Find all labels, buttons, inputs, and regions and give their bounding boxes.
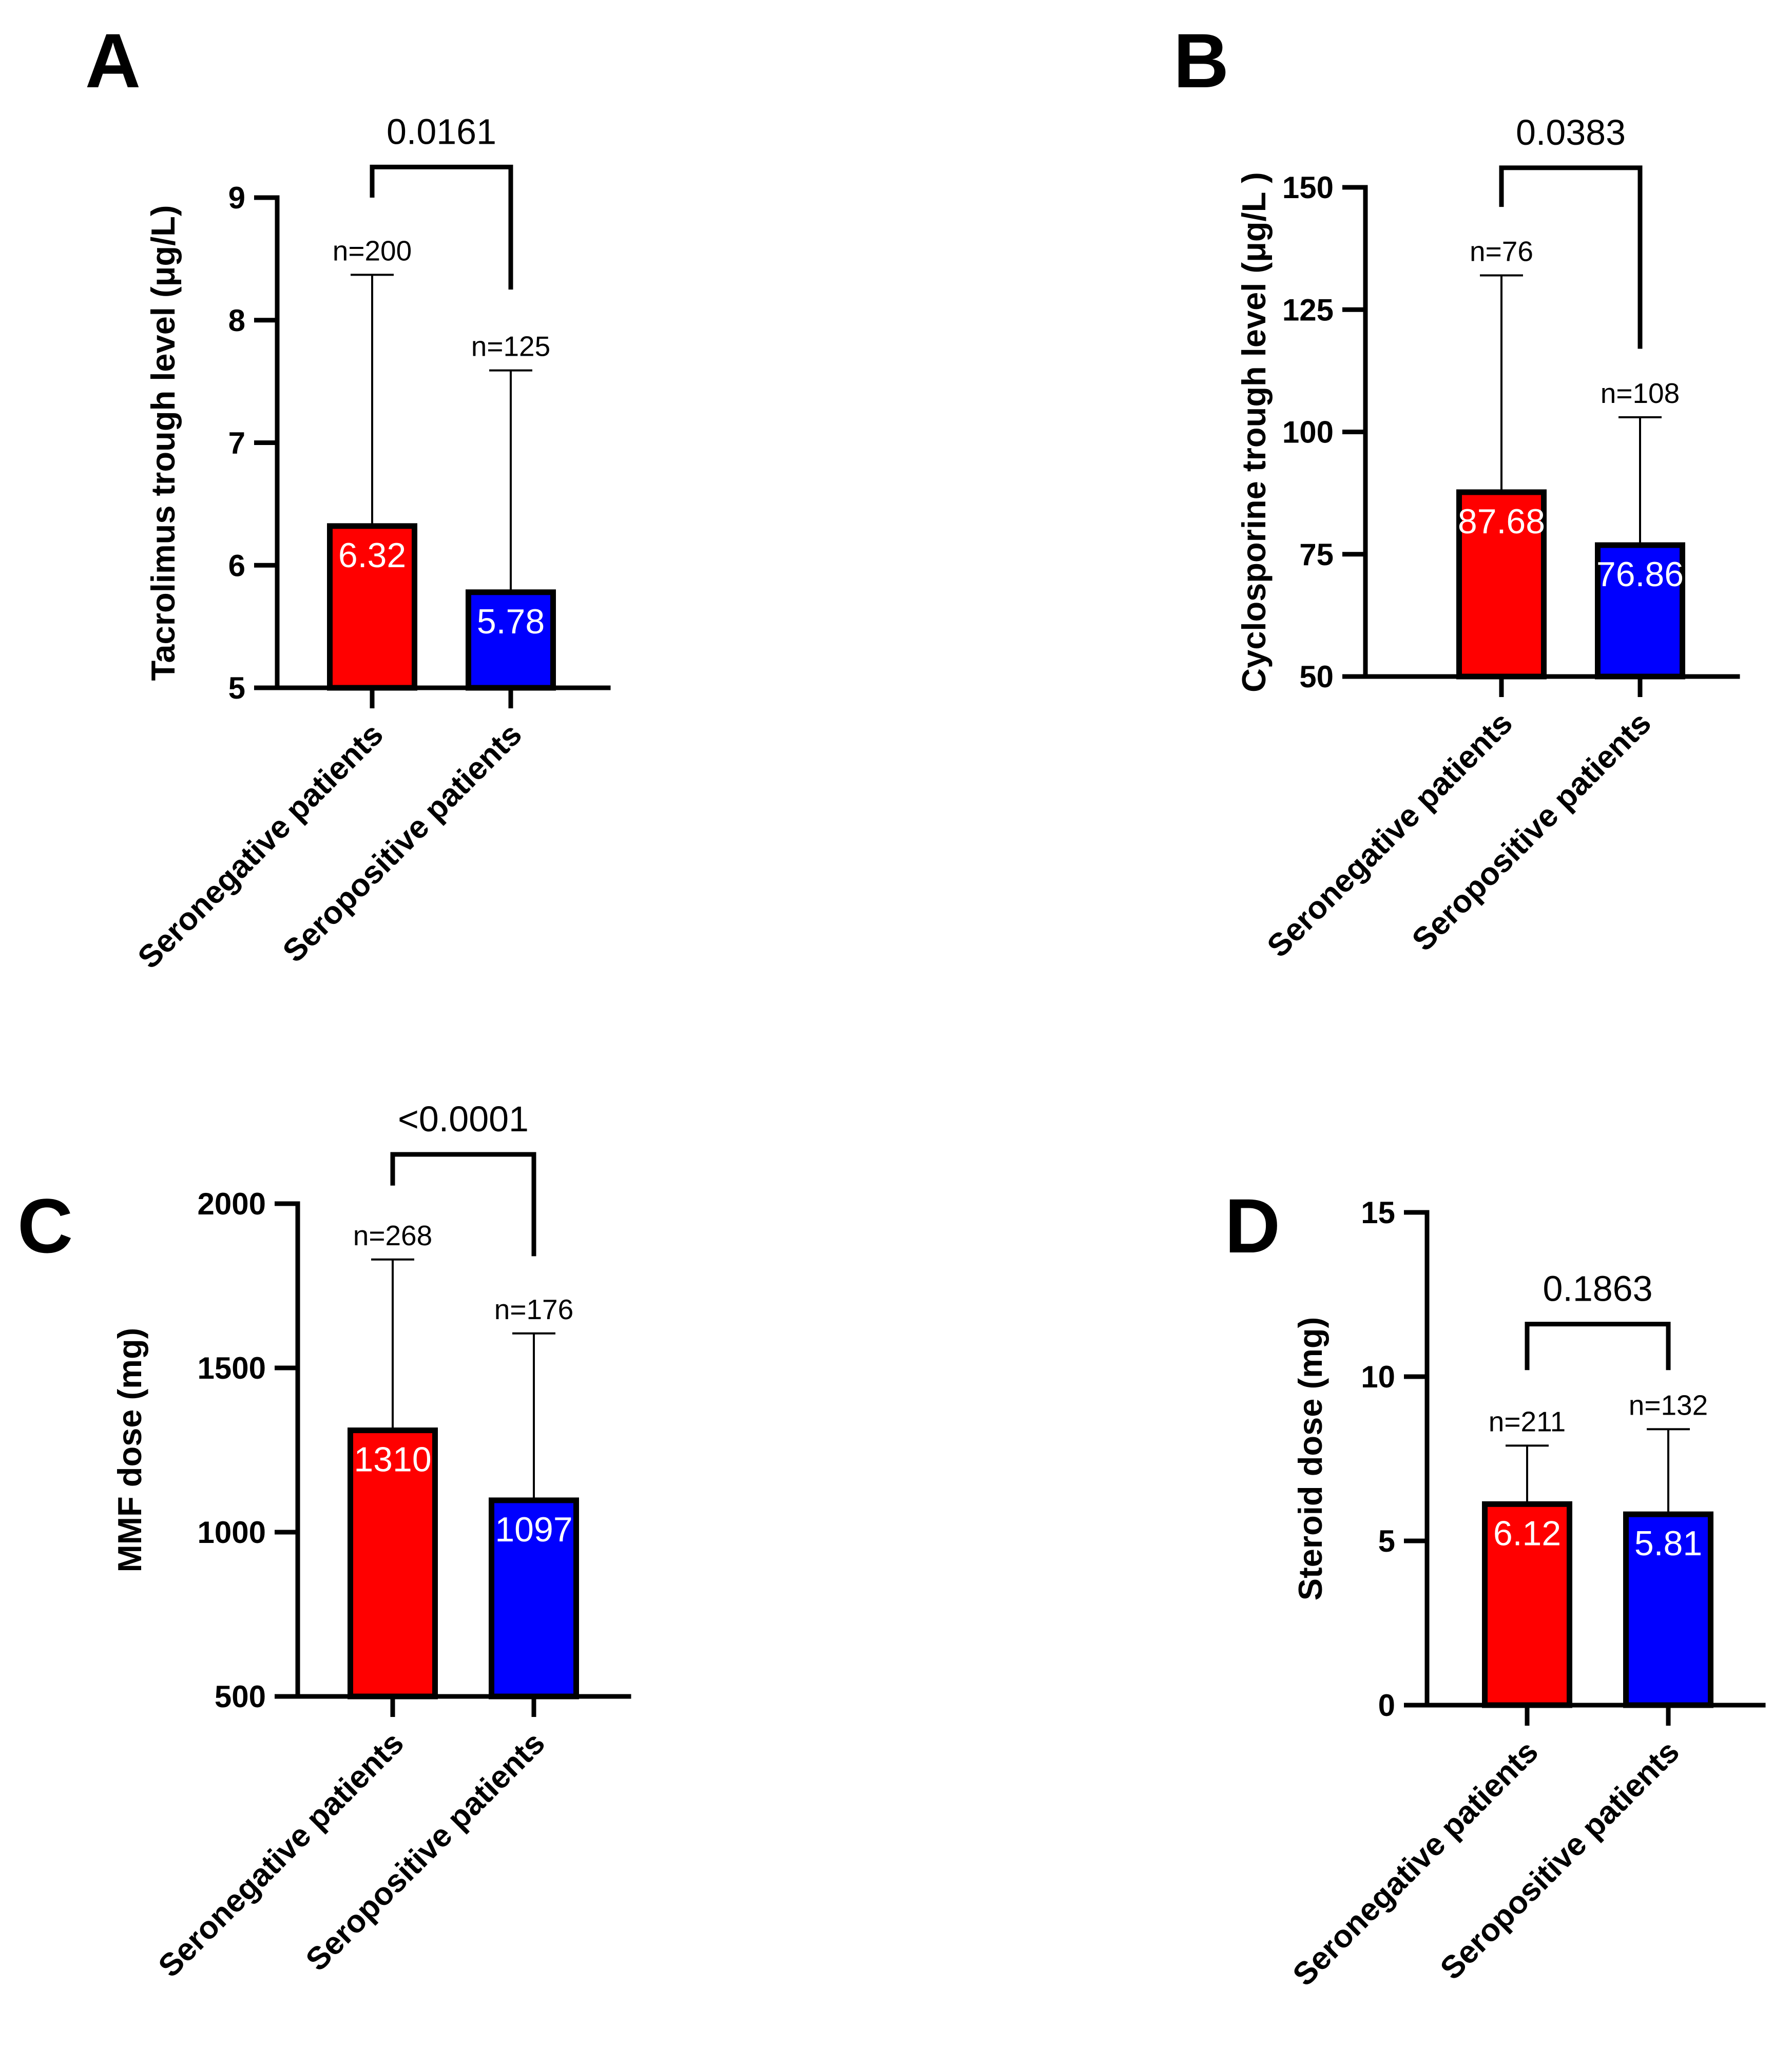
significance-bracket — [390, 1152, 536, 1257]
y-tick-label: 100 — [1282, 415, 1334, 450]
n-label: n=76 — [1470, 236, 1533, 267]
p-value-label: 0.0383 — [1516, 112, 1626, 152]
y-tick-label: 8 — [228, 303, 245, 338]
x-category-label: Seronegative patients — [131, 717, 390, 975]
bar-value-label: 87.68 — [1458, 502, 1545, 541]
y-tick-label: 5 — [228, 671, 245, 705]
bar — [1482, 1501, 1572, 1708]
y-tick-label: 10 — [1361, 1360, 1395, 1394]
bar-value-label: 6.32 — [338, 536, 406, 575]
n-label: n=268 — [353, 1220, 432, 1251]
y-tick-label: 1000 — [198, 1515, 266, 1550]
y-axis-label: Tacrolimus trough level (μg/L) — [144, 205, 182, 681]
x-category-label: Seronegative patients — [1286, 1734, 1545, 1993]
p-value-label: 0.0161 — [387, 111, 496, 151]
panel-b: B 50 75 100 125 150 Cyclosporine trough level … — [1173, 17, 1740, 964]
significance-bracket — [1499, 165, 1643, 349]
panel-a: A 5 6 7 8 9 Tacrolimus trough level (μg/L) 6.32… — [85, 17, 611, 975]
panel-letter: B — [1173, 17, 1229, 104]
x-category-label: Seronegative patients — [152, 1725, 411, 1984]
y-tick-label: 150 — [1282, 170, 1334, 205]
n-label: n=211 — [1489, 1405, 1566, 1437]
x-category-label: Seronegative patients — [1261, 705, 1519, 964]
panel-letter: D — [1225, 1183, 1280, 1269]
y-tick-label: 2000 — [198, 1187, 266, 1221]
x-category-label: Seropositive patients — [1405, 705, 1658, 958]
y-tick-label: 9 — [228, 181, 245, 215]
bar — [1623, 1511, 1713, 1708]
y-tick-label: 75 — [1299, 537, 1334, 572]
n-label: n=176 — [494, 1293, 573, 1325]
y-tick-label: 1500 — [198, 1351, 266, 1385]
y-axis-label: Steroid dose (mg) — [1292, 1317, 1329, 1601]
y-tick-label: 15 — [1361, 1195, 1395, 1230]
bar-value-label: 5.78 — [477, 602, 545, 641]
n-label: n=132 — [1629, 1389, 1708, 1421]
y-axis-label: MMF dose (mg) — [111, 1328, 148, 1573]
x-category-label: Seropositive patients — [276, 717, 529, 969]
bar-value-label: 1310 — [354, 1440, 431, 1479]
panel-letter: A — [85, 17, 141, 104]
y-tick-label: 500 — [215, 1679, 266, 1714]
bar — [348, 1427, 438, 1700]
bar — [1595, 542, 1685, 680]
n-label: n=108 — [1601, 377, 1680, 409]
y-tick-label: 0 — [1378, 1688, 1395, 1723]
significance-bracket — [370, 164, 513, 290]
panel-letter: C — [17, 1183, 73, 1269]
panel-d: D 0 5 10 15 Steroid dose (mg) 6.12 n=211 Seroneg… — [1225, 1183, 1766, 1993]
bar-value-label: 1097 — [495, 1510, 572, 1549]
x-category-label: Seropositive patients — [1434, 1734, 1686, 1986]
significance-bracket — [1525, 1322, 1671, 1370]
y-axis-label: Cyclosporine trough level (μg/L ) — [1235, 172, 1273, 692]
y-tick-label: 50 — [1299, 660, 1334, 694]
p-value-label: 0.1863 — [1543, 1269, 1652, 1309]
bar — [327, 523, 417, 691]
bar-value-label: 76.86 — [1596, 555, 1684, 594]
p-value-label: <0.0001 — [398, 1099, 529, 1139]
y-tick-label: 7 — [228, 426, 245, 460]
panel-c: C 500 1000 1500 2000 MMF dose (mg) 1310 n=268 Se… — [17, 1099, 631, 1984]
x-category-label: Seropositive patients — [299, 1725, 552, 1978]
y-tick-label: 125 — [1282, 293, 1334, 327]
y-tick-label: 5 — [1378, 1524, 1395, 1558]
bar-value-label: 5.81 — [1634, 1524, 1702, 1563]
n-label: n=200 — [333, 235, 412, 266]
bar-value-label: 6.12 — [1493, 1514, 1561, 1553]
y-tick-label: 6 — [228, 548, 245, 583]
n-label: n=125 — [471, 331, 550, 362]
